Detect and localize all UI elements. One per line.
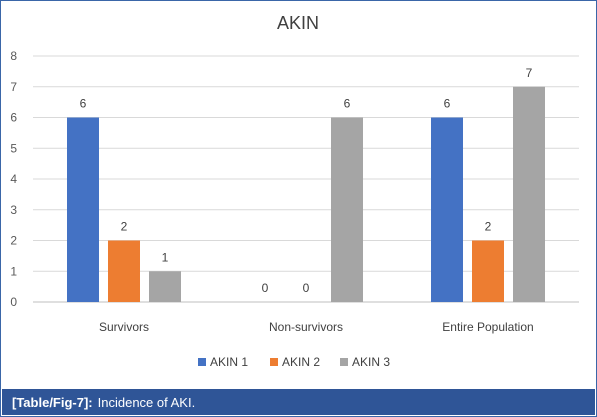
bar	[513, 86, 545, 302]
legend-label: AKIN 3	[352, 355, 390, 369]
x-axis-categories: Survivors Non-survivors Entire Population	[99, 320, 534, 334]
bar-chart: AKIN 0 1 2 3 4 5 6 7 8 6 2 1 0 0 6 6 2 7 Survivors Non-su…	[10, 13, 579, 369]
legend-swatch	[340, 358, 348, 366]
y-tick-label: 6	[10, 111, 17, 125]
legend-label: AKIN 1	[210, 355, 248, 369]
chart-title: AKIN	[277, 13, 319, 33]
y-tick-label: 5	[10, 141, 17, 155]
legend: AKIN 1 AKIN 2 AKIN 3	[198, 355, 390, 369]
y-tick-label: 8	[10, 49, 17, 63]
data-label: 2	[121, 220, 128, 234]
y-tick-label: 0	[10, 295, 17, 309]
caption-label: [Table/Fig-7]:	[12, 394, 93, 410]
data-label: 6	[344, 97, 351, 111]
x-category-label: Non-survivors	[269, 320, 343, 334]
data-labels: 6 2 1 0 0 6 6 2 7	[80, 66, 533, 295]
y-tick-label: 2	[10, 234, 17, 248]
y-axis-ticks: 0 1 2 3 4 5 6 7 8	[10, 49, 17, 309]
legend-label: AKIN 2	[282, 355, 320, 369]
data-label: 2	[485, 220, 492, 234]
y-tick-label: 7	[10, 80, 17, 94]
x-category-label: Survivors	[99, 320, 149, 334]
bars	[67, 86, 545, 302]
bar	[472, 240, 504, 302]
data-label: 6	[444, 97, 451, 111]
bar	[108, 240, 140, 302]
data-label: 0	[262, 281, 269, 295]
bar	[67, 117, 99, 302]
data-label: 6	[80, 97, 87, 111]
y-tick-label: 4	[10, 172, 17, 186]
legend-swatch	[198, 358, 206, 366]
caption-text: Incidence of AKI.	[97, 394, 196, 410]
bar	[331, 117, 363, 302]
figure-caption: [Table/Fig-7]: Incidence of AKI.	[2, 389, 595, 415]
legend-swatch	[270, 358, 278, 366]
data-label: 0	[303, 281, 310, 295]
y-tick-label: 3	[10, 203, 17, 217]
x-category-label: Entire Population	[442, 320, 533, 334]
y-tick-label: 1	[10, 264, 17, 278]
data-label: 7	[526, 66, 533, 80]
data-label: 1	[162, 250, 169, 264]
bar	[431, 117, 463, 302]
bar	[149, 271, 181, 302]
